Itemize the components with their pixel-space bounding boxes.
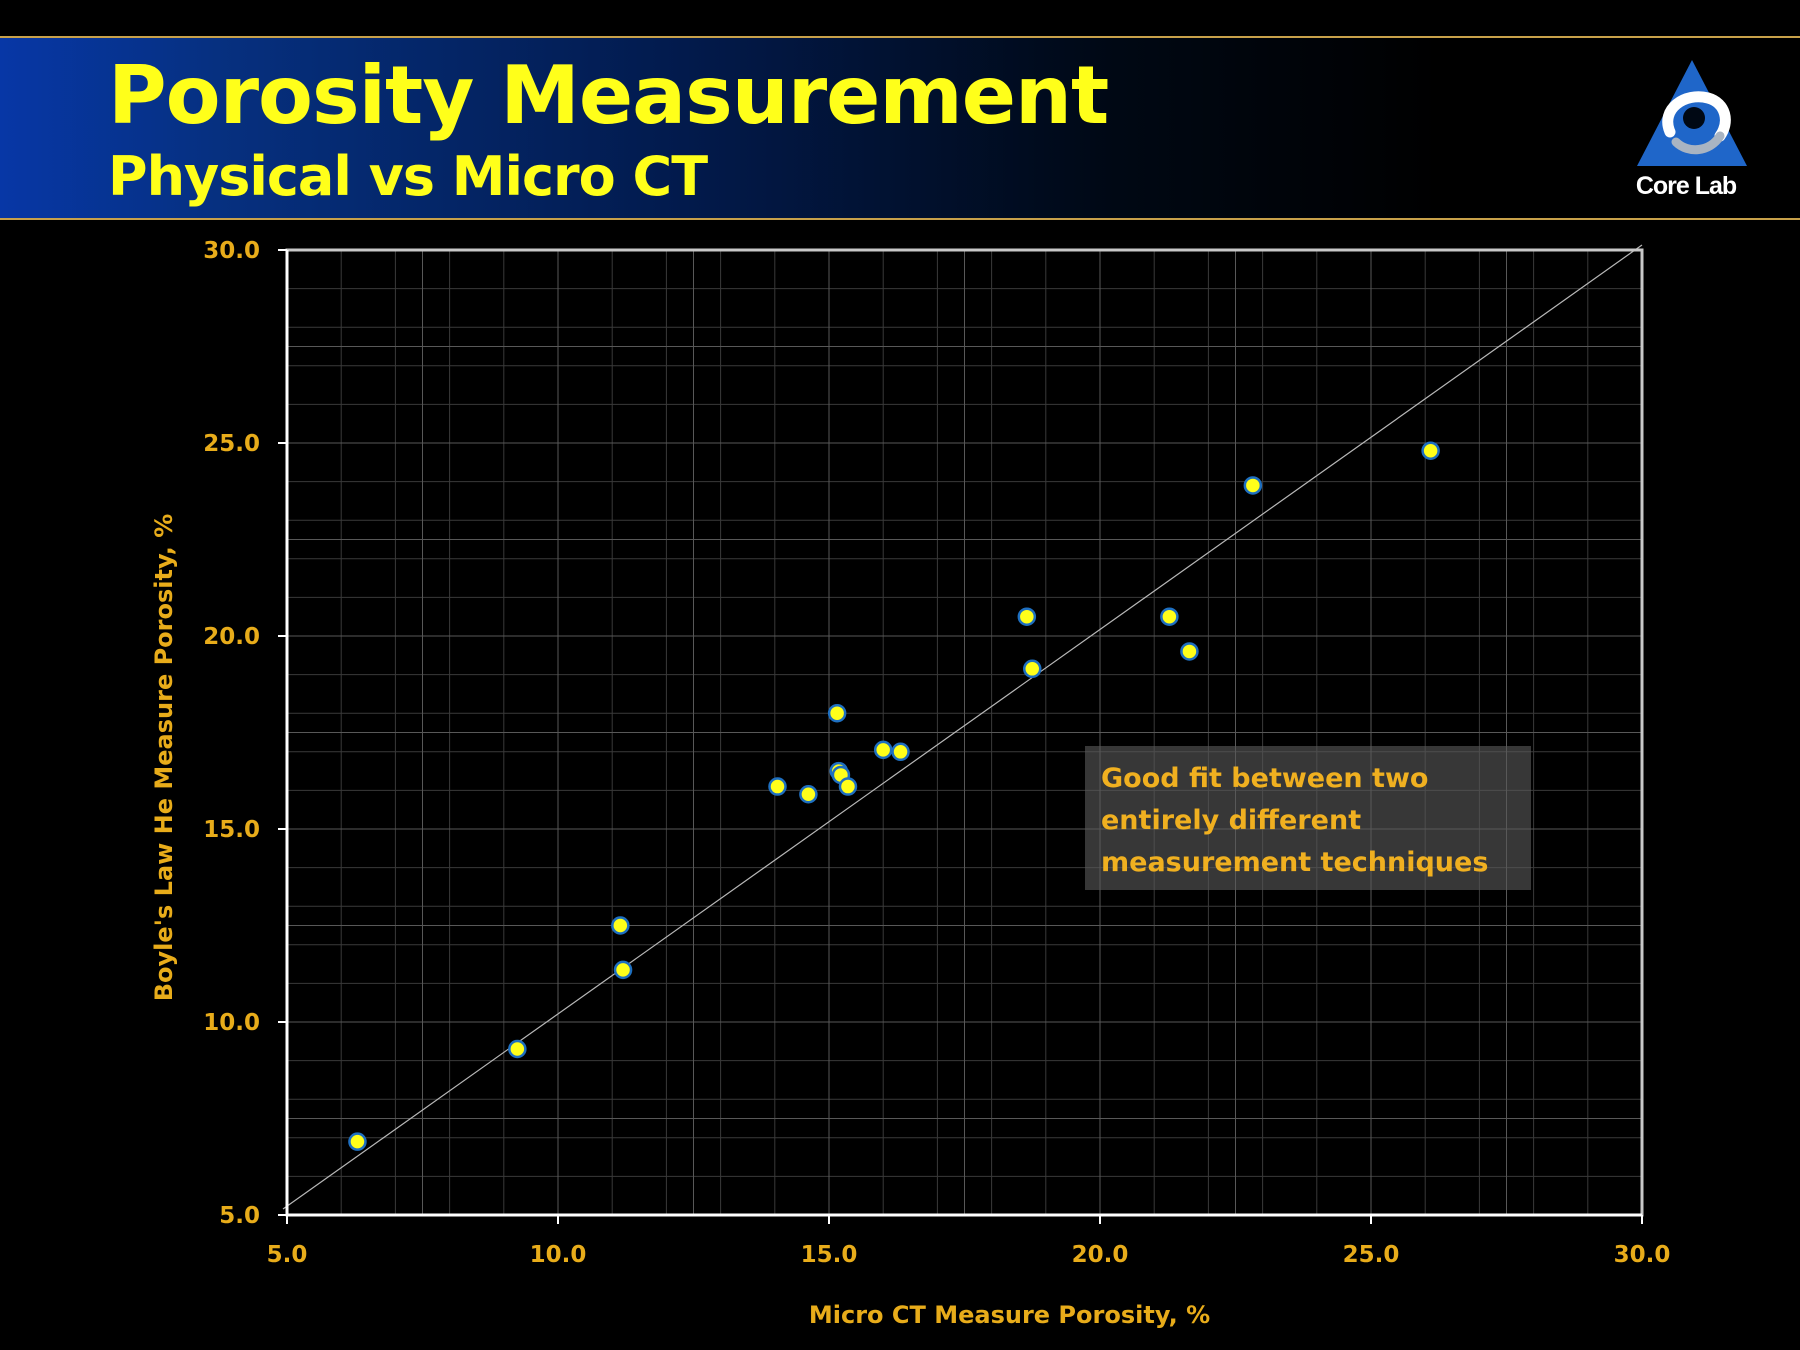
slide-subtitle: Physical vs Micro CT (108, 145, 708, 208)
x-axis-ticks: 5.0 10.0 15.0 20.0 25.0 30.0 (267, 1215, 1671, 1268)
annotation-line: entirely different (1101, 805, 1362, 836)
x-tick-label: 25.0 (1343, 1242, 1400, 1268)
data-point (1421, 441, 1440, 460)
title-banner: Porosity Measurement Physical vs Micro C… (0, 36, 1800, 220)
annotation-line: Good fit between two (1101, 763, 1429, 794)
y-tick-label: 5.0 (219, 1203, 260, 1229)
data-point (799, 785, 818, 804)
y-axis-ticks: 5.0 10.0 15.0 20.0 25.0 30.0 (203, 238, 287, 1229)
y-axis-label: Boyle's Law He Measure Porosity, % (150, 514, 178, 1002)
data-point (838, 777, 858, 796)
data-point (611, 916, 630, 935)
x-tick-label: 20.0 (1072, 1242, 1129, 1268)
data-points (348, 441, 1440, 1151)
data-point (1243, 476, 1263, 495)
y-tick-label: 25.0 (203, 431, 260, 457)
x-tick-label: 15.0 (801, 1242, 858, 1268)
logo-swirl-icon (1662, 91, 1731, 142)
x-tick-label: 10.0 (530, 1242, 587, 1268)
y-tick-label: 10.0 (203, 1010, 260, 1036)
fit-annotation-box: Good fit between two entirely different … (1085, 746, 1531, 890)
logo-text: Core Lab (1636, 172, 1737, 200)
data-point (1017, 607, 1037, 626)
x-axis-label: Micro CT Measure Porosity, % (809, 1301, 1210, 1329)
data-point (613, 960, 633, 980)
data-point (348, 1132, 367, 1151)
data-point (873, 740, 893, 760)
logo-swirl-shadow-icon (1671, 131, 1725, 155)
y-tick-label: 15.0 (203, 817, 260, 843)
chart-frame (285, 248, 1644, 1217)
y-tick-label: 20.0 (203, 624, 260, 650)
data-point (891, 742, 910, 762)
data-point (1023, 659, 1042, 679)
annotation-line: measurement techniques (1101, 847, 1489, 878)
data-point (827, 703, 847, 723)
data-point (508, 1039, 527, 1059)
x-tick-label: 30.0 (1614, 1242, 1671, 1268)
y-tick-label: 30.0 (203, 238, 260, 264)
data-point (1160, 607, 1179, 626)
x-tick-label: 5.0 (267, 1242, 308, 1268)
core-lab-logo: Core Lab (1636, 60, 1747, 200)
chart-grid (286, 249, 1643, 1216)
data-point (1180, 642, 1199, 661)
logo-center-icon (1683, 107, 1705, 129)
data-point (768, 777, 787, 796)
slide-title: Porosity Measurement (108, 49, 1109, 142)
